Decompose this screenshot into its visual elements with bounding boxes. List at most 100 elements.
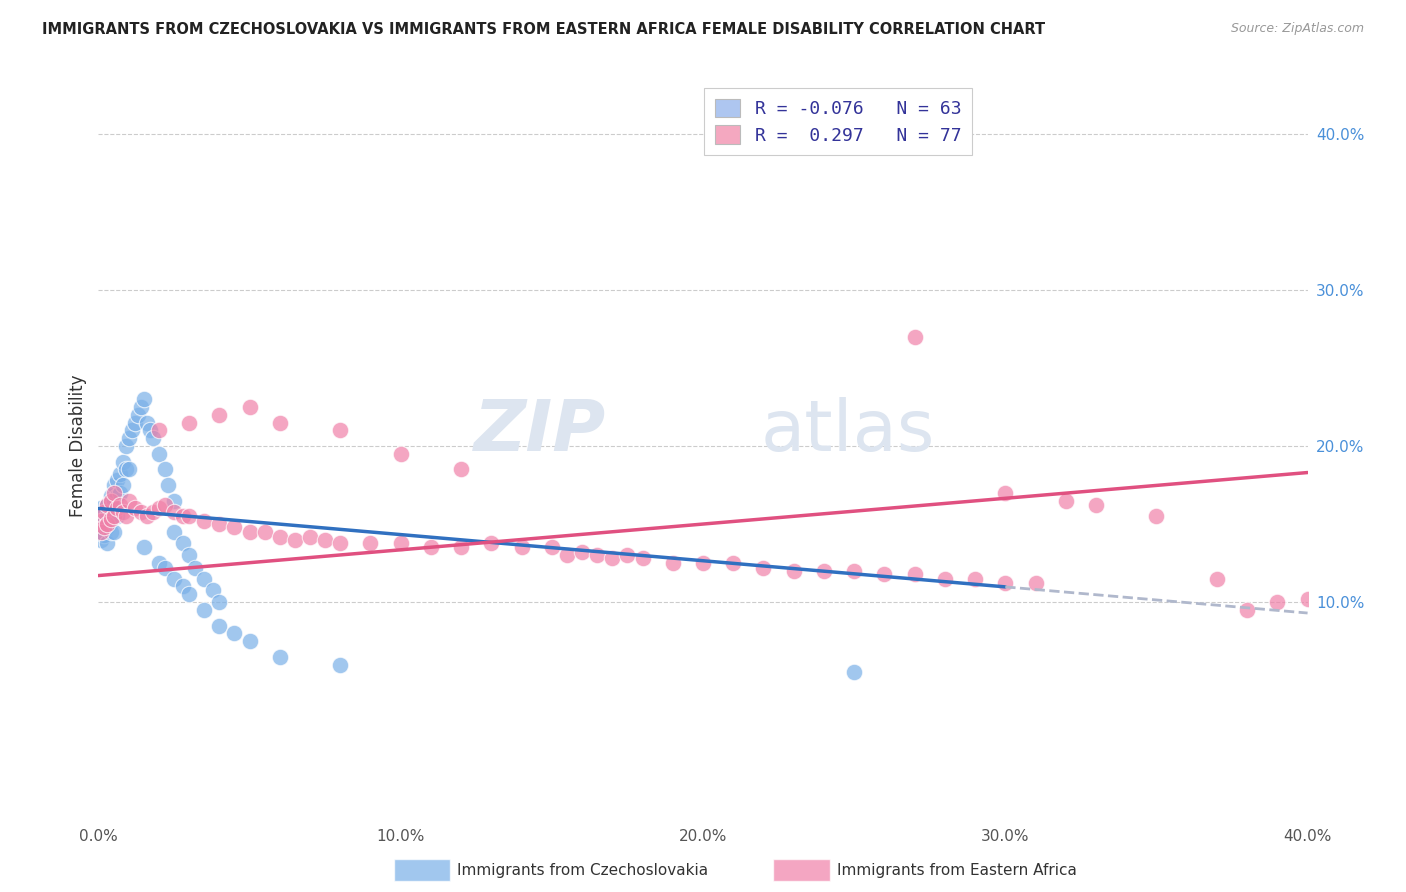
Point [111, 478, 134, 492]
Point [103, 478, 125, 492]
Point [224, 520, 246, 534]
Point [114, 509, 136, 524]
Point [1267, 595, 1289, 609]
Point [108, 485, 131, 500]
Point [193, 603, 215, 617]
Point [1085, 498, 1108, 512]
Point [108, 498, 131, 512]
Point [172, 509, 194, 524]
Point [994, 576, 1017, 591]
Point [148, 424, 170, 438]
Point [179, 416, 201, 430]
Point [661, 556, 683, 570]
Point [90, 509, 112, 524]
Point [844, 564, 866, 578]
Point [586, 548, 609, 563]
Point [90, 533, 112, 547]
Point [172, 535, 194, 549]
Point [389, 535, 412, 549]
Point [90, 524, 112, 539]
Point [269, 416, 291, 430]
Point [96, 509, 118, 524]
Point [103, 509, 125, 524]
Point [114, 462, 136, 476]
Point [904, 330, 927, 344]
Point [93, 520, 115, 534]
Point [96, 535, 118, 549]
Point [163, 572, 186, 586]
Point [179, 548, 201, 563]
Point [994, 485, 1017, 500]
Point [100, 489, 122, 503]
Point [93, 528, 115, 542]
Point [269, 649, 291, 664]
Point [965, 572, 987, 586]
Point [90, 524, 112, 539]
Point [118, 431, 141, 445]
Point [153, 462, 176, 476]
Text: Immigrants from Eastern Africa: Immigrants from Eastern Africa [837, 863, 1077, 878]
Point [163, 493, 186, 508]
Y-axis label: Female Disability: Female Disability [69, 375, 87, 517]
Point [602, 551, 624, 566]
Point [540, 541, 562, 555]
Point [193, 514, 215, 528]
Point [208, 517, 231, 532]
Point [163, 505, 186, 519]
Point [93, 514, 115, 528]
Point [153, 498, 176, 512]
Point [299, 530, 322, 544]
Point [193, 572, 215, 586]
Point [179, 509, 201, 524]
Point [93, 505, 115, 519]
Point [108, 467, 131, 482]
Point [934, 572, 956, 586]
Point [329, 657, 352, 672]
Point [93, 520, 115, 534]
Point [96, 498, 118, 512]
Point [360, 535, 382, 549]
Point [100, 512, 122, 526]
Point [103, 524, 125, 539]
Point [450, 541, 472, 555]
Point [153, 561, 176, 575]
Point [129, 505, 152, 519]
Point [1206, 572, 1229, 586]
Point [103, 485, 125, 500]
Point [239, 524, 262, 539]
Point [90, 501, 112, 516]
Point [1054, 493, 1077, 508]
Point [90, 514, 112, 528]
Point [329, 424, 352, 438]
Point [208, 408, 231, 422]
Point [96, 498, 118, 512]
Point [148, 556, 170, 570]
Point [844, 665, 866, 680]
Text: atlas: atlas [761, 397, 935, 466]
Point [142, 431, 165, 445]
Point [692, 556, 714, 570]
Point [135, 416, 157, 430]
Point [103, 493, 125, 508]
Point [510, 541, 533, 555]
Point [420, 541, 443, 555]
Point [103, 509, 125, 524]
Point [111, 455, 134, 469]
Point [616, 548, 638, 563]
Point [156, 478, 179, 492]
Point [114, 439, 136, 453]
Point [93, 505, 115, 519]
Text: Immigrants from Czechoslovakia: Immigrants from Czechoslovakia [457, 863, 709, 878]
Point [224, 626, 246, 640]
Point [142, 505, 165, 519]
Legend: R = -0.076   N = 63, R =  0.297   N = 77: R = -0.076 N = 63, R = 0.297 N = 77 [704, 88, 972, 155]
Point [96, 517, 118, 532]
Point [118, 493, 141, 508]
Point [450, 462, 472, 476]
Point [208, 618, 231, 632]
Point [239, 400, 262, 414]
Point [481, 535, 503, 549]
Point [132, 541, 155, 555]
Point [239, 634, 262, 648]
Point [124, 501, 146, 516]
